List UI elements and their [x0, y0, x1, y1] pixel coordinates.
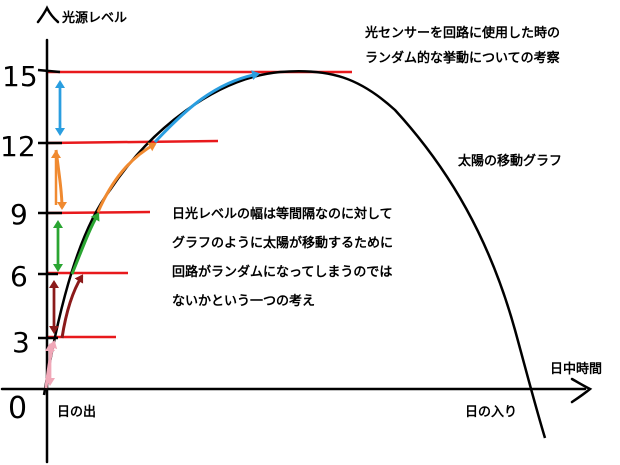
y-tick-label-9: 9 — [10, 198, 28, 231]
arrow-curve-orange-left — [54, 149, 67, 210]
y-axis-arrowhead — [36, 5, 60, 24]
curve-arrows — [44, 70, 260, 389]
body-line-4: ないかという一つの考え — [172, 293, 315, 309]
sunrise-label: 日の出 — [57, 404, 96, 420]
level-line-12 — [47, 139, 219, 145]
body-line-2: グラフのように太陽が移動するために — [172, 235, 393, 251]
arrow-curve-9-12 — [96, 142, 157, 213]
arrow-curve-3-6 — [60, 274, 84, 339]
sun-curve — [42, 69, 547, 439]
arrow-curve-0-3 — [44, 340, 58, 389]
y-tick-label-6: 6 — [10, 260, 28, 293]
y-tick-label-3: 3 — [12, 326, 30, 359]
axes — [0, 5, 593, 464]
sunset-label: 日の入り — [465, 405, 517, 420]
y-axis-label: 光源レベル — [61, 10, 127, 26]
x-axis-arrowhead — [570, 377, 593, 404]
arrow-curve-6-9 — [70, 212, 100, 275]
arrow-curve-12-15 — [153, 70, 260, 144]
y-tick-labels: 15 12 9 6 3 0 — [0, 60, 38, 426]
body-line-1: 日光レベルの幅は等間隔なのに対して — [172, 206, 393, 222]
y-tick-label-0: 0 — [8, 391, 27, 426]
body-line-3: 回路がランダムになってしまうのでは — [172, 264, 392, 280]
x-axis-label: 日中時間 — [550, 361, 602, 377]
graph-name: 太陽の移動グラフ — [457, 153, 562, 169]
tick-mark-15 — [37, 68, 61, 74]
axis-tick-marks — [37, 68, 62, 340]
title-line-1: 光センサーを回路に使用した時の — [364, 25, 560, 41]
y-tick-label-15: 15 — [2, 60, 38, 93]
title-line-2: ランダム的な挙動についての考察 — [365, 50, 561, 66]
y-tick-label-12: 12 — [0, 130, 36, 163]
notes: 光センサーを回路に使用した時の ランダム的な挙動についての考察 太陽の移動グラフ… — [172, 25, 562, 309]
